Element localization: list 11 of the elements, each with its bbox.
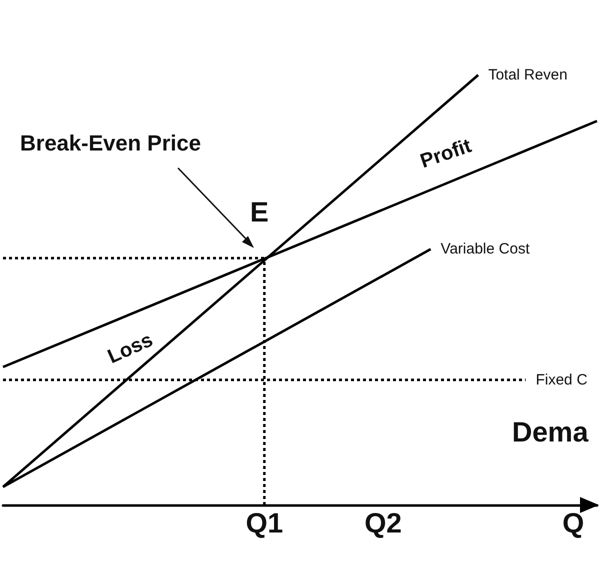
annotation: Break-Even Price <box>20 130 201 156</box>
annotation: E <box>250 196 269 228</box>
annotation: Profit <box>418 134 474 173</box>
annotation: Dema <box>512 416 589 448</box>
x-tick-label: Q2 <box>364 508 402 538</box>
x-tick-label: Q <box>562 508 584 538</box>
annotation: Loss <box>104 329 156 368</box>
x-tick-label: Q1 <box>246 508 284 538</box>
series-label: Fixed C <box>536 371 588 388</box>
series-label: Total Reven <box>488 66 568 84</box>
series-label: Variable Cost <box>440 240 530 258</box>
